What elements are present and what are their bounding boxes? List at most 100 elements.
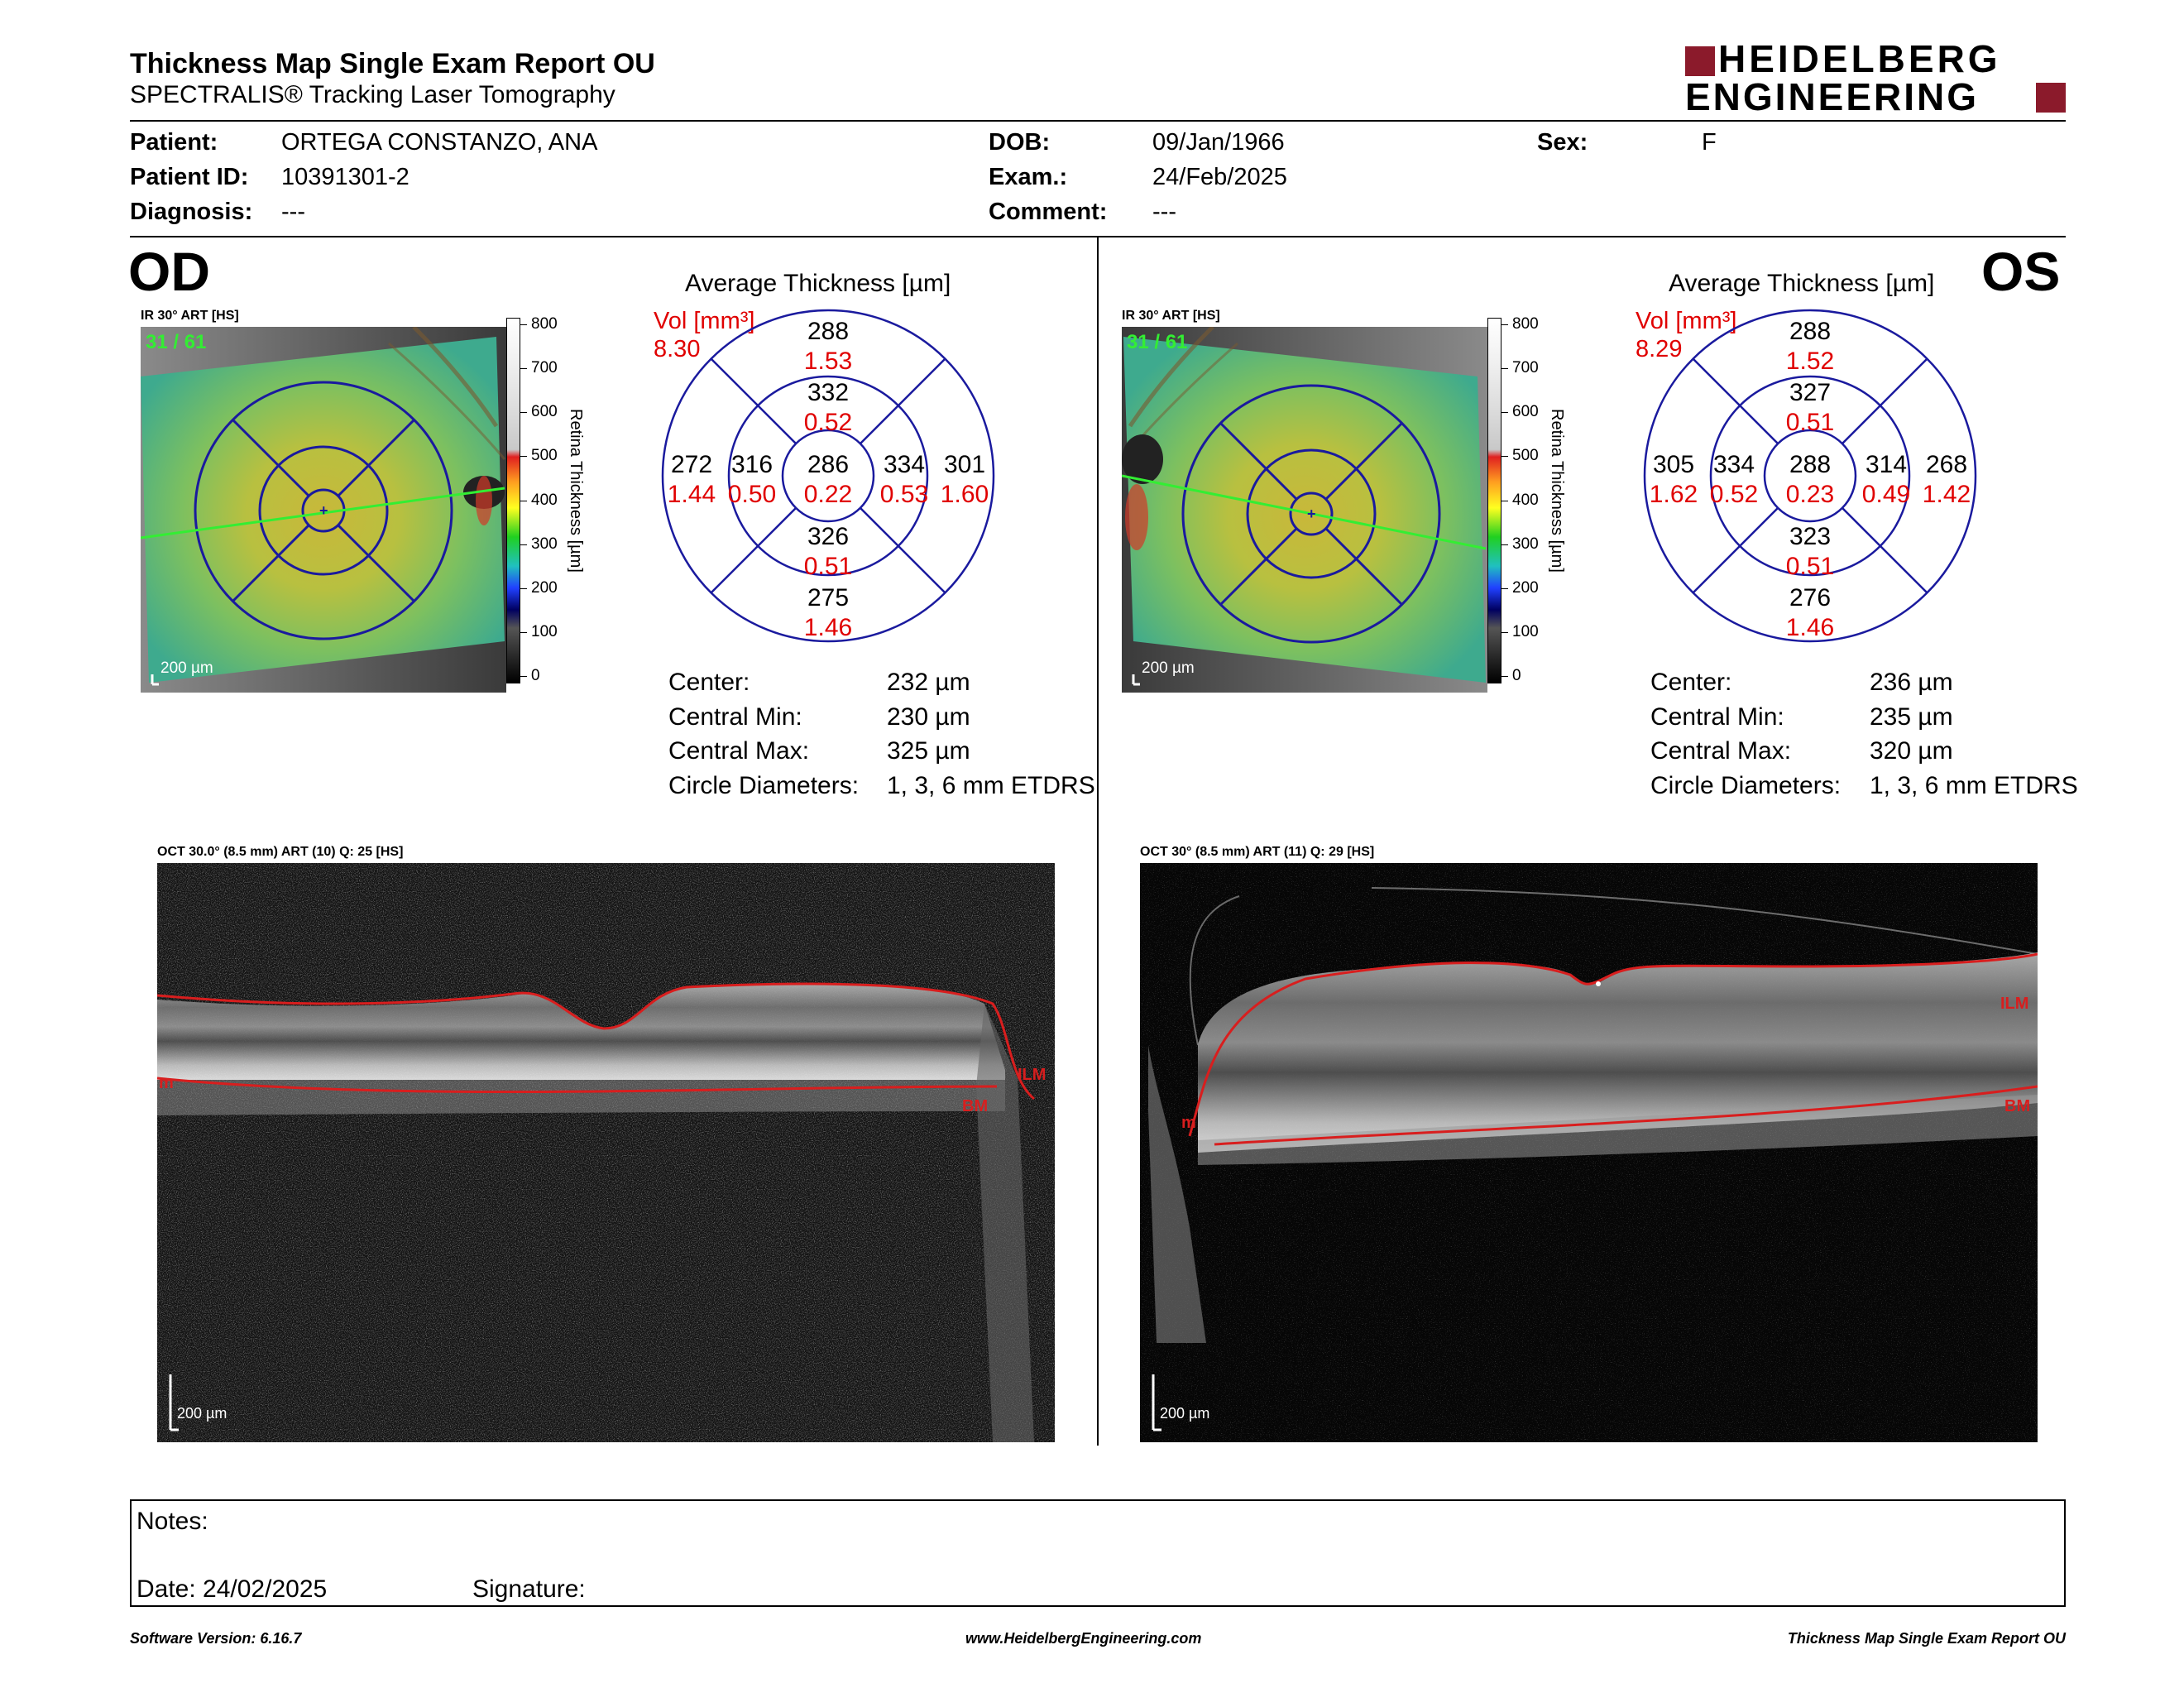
colorbar-tick bbox=[1502, 631, 1508, 633]
patient-id: 10391301-2 bbox=[281, 164, 410, 190]
etdrs-center-volume: 0.23 bbox=[1786, 481, 1834, 508]
notes-box[interactable]: Notes: Date: 24/02/2025 Signature: bbox=[130, 1499, 2066, 1607]
etdrs-inner-sup-volume: 0.52 bbox=[804, 409, 852, 436]
colorbar-tick bbox=[1502, 676, 1508, 677]
os-vol-value: 8.29 bbox=[1636, 336, 1683, 362]
os-eye-label: OS bbox=[1981, 241, 2061, 302]
footer-report-name: Thickness Map Single Exam Report OU bbox=[1787, 1630, 2066, 1647]
signature-label: Signature: bbox=[472, 1575, 586, 1603]
diagnosis: --- bbox=[281, 199, 305, 225]
dob-label: DOB: bbox=[989, 129, 1051, 156]
od-avg-title: Average Thickness [µm] bbox=[685, 270, 951, 297]
od-colorbar-label: Retina Thickness [µm] bbox=[567, 409, 585, 573]
etdrs-outer-right-volume: 1.60 bbox=[941, 481, 989, 508]
etdrs-divider bbox=[710, 507, 797, 594]
etdrs-outer-left-thickness: 305 bbox=[1653, 451, 1694, 478]
od-diam-label: Circle Diameters: bbox=[668, 772, 860, 799]
colorbar-tick-label: 300 bbox=[1512, 535, 1539, 553]
sex: F bbox=[1702, 129, 1717, 156]
os-map-scale: 200 µm bbox=[1142, 659, 1195, 677]
colorbar-tick bbox=[1502, 412, 1508, 414]
patient-name: ORTEGA CONSTANZO, ANA bbox=[281, 129, 598, 156]
os-bm-label: BM bbox=[2004, 1097, 2030, 1115]
od-bm-label: BM bbox=[962, 1097, 988, 1115]
os-oct-scan: ILM BM m 200 µm bbox=[1140, 863, 2038, 1442]
etdrs-inner-left-thickness: 334 bbox=[1713, 451, 1755, 478]
colorbar-tick bbox=[520, 412, 527, 414]
comment-label: Comment: bbox=[989, 199, 1108, 225]
colorbar-tick bbox=[520, 544, 527, 545]
colorbar-tick bbox=[1502, 368, 1508, 370]
etdrs-inner-inf-thickness: 326 bbox=[807, 523, 849, 550]
os-diam-value: 1, 3, 6 mm ETDRS bbox=[1870, 772, 2078, 799]
etdrs-outer-inf-volume: 1.46 bbox=[804, 614, 852, 641]
patient-label: Patient: bbox=[130, 129, 218, 156]
colorbar-tick-label: 300 bbox=[531, 535, 558, 553]
os-ilm-label: ILM bbox=[2000, 995, 2028, 1013]
os-map-title: IR 30° ART [HS] bbox=[1122, 309, 1220, 323]
dob: 09/Jan/1966 bbox=[1152, 129, 1285, 156]
etdrs-outer-right-volume: 1.42 bbox=[1923, 481, 1971, 508]
date-label: Date: 24/02/2025 bbox=[136, 1575, 328, 1603]
etdrs-outer-inf-thickness: 275 bbox=[807, 584, 849, 611]
colorbar-tick-label: 700 bbox=[531, 359, 558, 377]
etdrs-center-thickness: 286 bbox=[807, 451, 849, 478]
os-thickness-map: + 31 / 61 200 µm bbox=[1122, 327, 1487, 693]
colorbar-tick-label: 700 bbox=[1512, 359, 1539, 377]
colorbar-tick-label: 800 bbox=[531, 315, 558, 333]
etdrs-divider bbox=[1842, 357, 1928, 444]
os-oct-title: OCT 30° (8.5 mm) ART (11) Q: 29 [HS] bbox=[1140, 845, 1375, 859]
etdrs-outer-left-thickness: 272 bbox=[671, 451, 712, 478]
colorbar-tick-label: 600 bbox=[1512, 403, 1539, 421]
etdrs-outer-right-thickness: 301 bbox=[944, 451, 985, 478]
etdrs-divider bbox=[710, 357, 797, 444]
os-diam-label: Circle Diameters: bbox=[1650, 772, 1842, 799]
od-frame-counter: 31 / 61 bbox=[146, 331, 206, 353]
etdrs-ring bbox=[1709, 375, 1911, 577]
etdrs-inner-inf-volume: 0.51 bbox=[1786, 553, 1834, 580]
colorbar-tick-label: 100 bbox=[1512, 622, 1539, 640]
od-edge-label: m bbox=[159, 1074, 174, 1092]
etdrs-outer-sup-thickness: 288 bbox=[807, 318, 849, 345]
etdrs-inner-right-thickness: 314 bbox=[1866, 451, 1907, 478]
od-vol-value: 8.30 bbox=[654, 336, 701, 362]
colorbar-tick bbox=[1502, 456, 1508, 458]
colorbar-tick bbox=[1502, 324, 1508, 325]
svg-text:+: + bbox=[1307, 506, 1316, 522]
etdrs-ring bbox=[781, 429, 875, 523]
etdrs-inner-sup-thickness: 327 bbox=[1789, 379, 1831, 406]
etdrs-outer-inf-volume: 1.46 bbox=[1786, 614, 1834, 641]
od-max-value: 325 µm bbox=[887, 737, 970, 765]
colorbar-tick bbox=[520, 631, 527, 633]
etdrs-outer-sup-thickness: 288 bbox=[1789, 318, 1831, 345]
etdrs-center-volume: 0.22 bbox=[804, 481, 852, 508]
etdrs-outer-left-volume: 1.62 bbox=[1650, 481, 1698, 508]
report-title: Thickness Map Single Exam Report OU bbox=[130, 48, 655, 79]
etdrs-inner-right-thickness: 334 bbox=[884, 451, 925, 478]
etdrs-ring bbox=[661, 309, 995, 643]
os-center-label: Center: bbox=[1650, 669, 1732, 696]
etdrs-divider bbox=[860, 507, 946, 594]
colorbar-tick-label: 200 bbox=[1512, 578, 1539, 597]
os-colorbar-label: Retina Thickness [µm] bbox=[1548, 409, 1566, 573]
od-oct-title: OCT 30.0° (8.5 mm) ART (10) Q: 25 [HS] bbox=[157, 845, 404, 859]
website-link[interactable]: www.HeidelbergEngineering.com bbox=[965, 1630, 1202, 1647]
od-min-value: 230 µm bbox=[887, 703, 970, 731]
os-vol-label: Vol [mm³] bbox=[1636, 308, 1737, 334]
etdrs-inner-right-volume: 0.49 bbox=[1862, 481, 1910, 508]
etdrs-inner-sup-thickness: 332 bbox=[807, 379, 849, 406]
colorbar-tick bbox=[520, 587, 527, 589]
colorbar-tick-label: 800 bbox=[1512, 315, 1539, 333]
etdrs-outer-sup-volume: 1.53 bbox=[804, 348, 852, 375]
notes-label: Notes: bbox=[136, 1508, 208, 1535]
os-avg-title: Average Thickness [µm] bbox=[1669, 270, 1935, 297]
etdrs-center-thickness: 288 bbox=[1789, 451, 1831, 478]
od-map-scale: 200 µm bbox=[160, 659, 213, 677]
colorbar-tick bbox=[1502, 587, 1508, 589]
etdrs-inner-left-volume: 0.52 bbox=[1710, 481, 1758, 508]
os-colorbar: 800 700 600 500 400 300 200 100 0 Retina Thickne… bbox=[1487, 315, 1578, 690]
etdrs-outer-left-volume: 1.44 bbox=[668, 481, 716, 508]
exam-label: Exam.: bbox=[989, 164, 1068, 190]
comment: --- bbox=[1152, 199, 1176, 225]
colorbar-tick-label: 100 bbox=[531, 622, 558, 640]
